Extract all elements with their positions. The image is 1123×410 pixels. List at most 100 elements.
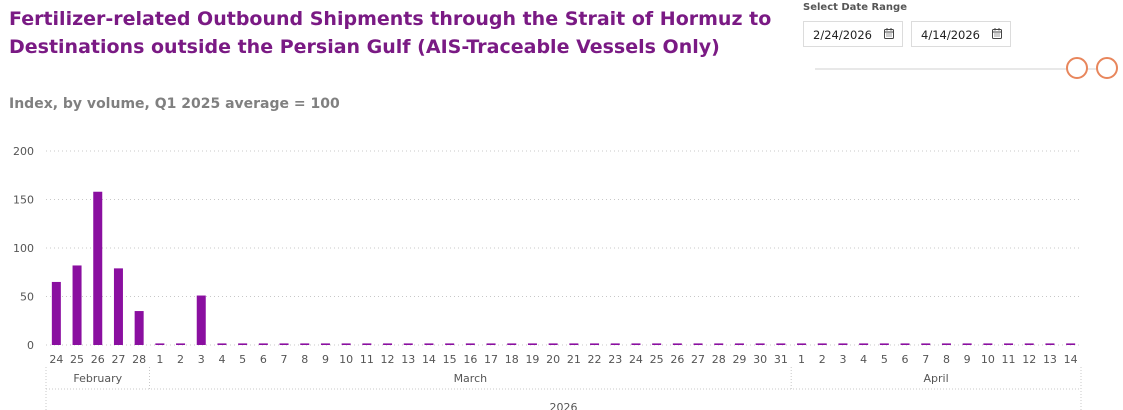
bar [258, 343, 268, 345]
x-tick-label: 12 [1022, 353, 1036, 366]
slider-end-handle[interactable] [1096, 57, 1118, 79]
bar [962, 343, 972, 345]
x-tick-label: 31 [774, 353, 788, 366]
x-tick-label: 13 [401, 353, 415, 366]
x-tick-label: 15 [443, 353, 457, 366]
bar [279, 343, 289, 345]
x-tick-label: 22 [588, 353, 602, 366]
bar [424, 343, 434, 345]
x-tick-label: 9 [964, 353, 971, 366]
x-tick-label: 18 [505, 353, 519, 366]
x-tick-label: 25 [650, 353, 664, 366]
start-date-input[interactable]: 2/24/2026 [803, 21, 903, 47]
bar [341, 343, 351, 345]
x-tick-label: 27 [111, 353, 125, 366]
x-tick-label: 23 [608, 353, 622, 366]
bar [486, 343, 496, 345]
bar [362, 343, 372, 345]
bar [838, 343, 848, 345]
x-tick-label: 14 [1064, 353, 1078, 366]
x-tick-label: 11 [360, 353, 374, 366]
x-tick-label: 5 [881, 353, 888, 366]
x-tick-label: 1 [156, 353, 163, 366]
x-tick-label: 7 [922, 353, 929, 366]
bar [1004, 343, 1014, 345]
bar [672, 343, 682, 345]
year-label: 2026 [550, 401, 578, 410]
x-tick-label: 19 [525, 353, 539, 366]
x-tick-label: 4 [860, 353, 867, 366]
bar [797, 343, 807, 345]
month-label: April [924, 372, 949, 385]
x-tick-label: 28 [132, 353, 146, 366]
x-tick-label: 1 [798, 353, 805, 366]
slider-start-handle[interactable] [1066, 57, 1088, 79]
end-date-input[interactable]: 4/14/2026 [911, 21, 1011, 47]
x-tick-label: 7 [281, 353, 288, 366]
x-tick-label: 9 [322, 353, 329, 366]
bar [1066, 343, 1076, 345]
bar [817, 343, 827, 345]
bar [652, 343, 662, 345]
y-tick-label: 0 [27, 339, 34, 352]
end-date-value: 4/14/2026 [921, 28, 980, 42]
date-range-label: Select Date Range [803, 2, 907, 13]
bar [921, 343, 931, 345]
bar [320, 343, 330, 345]
bar [507, 343, 517, 345]
x-tick-label: 20 [546, 353, 560, 366]
bar [238, 343, 248, 345]
x-tick-label: 3 [839, 353, 846, 366]
month-label: February [73, 372, 122, 385]
bar [755, 343, 765, 345]
bar [631, 343, 641, 345]
bar [879, 343, 889, 345]
x-tick-label: 10 [981, 353, 995, 366]
bar [610, 343, 620, 345]
bar [51, 281, 61, 345]
date-range-slider-track[interactable] [815, 68, 1105, 70]
bar [465, 343, 475, 345]
bar [693, 343, 703, 345]
y-tick-label: 50 [20, 291, 34, 304]
x-tick-label: 17 [484, 353, 498, 366]
x-tick-label: 21 [567, 353, 581, 366]
x-tick-label: 2 [177, 353, 184, 366]
x-tick-label: 27 [691, 353, 705, 366]
bar [1024, 343, 1034, 345]
x-tick-label: 6 [902, 353, 909, 366]
chart-subtitle: Index, by volume, Q1 2025 average = 100 [9, 96, 340, 112]
x-tick-label: 13 [1043, 353, 1057, 366]
bar [983, 343, 993, 345]
x-tick-label: 24 [629, 353, 643, 366]
bar [93, 191, 103, 345]
x-tick-label: 26 [670, 353, 684, 366]
bar [403, 343, 413, 345]
x-tick-label: 5 [239, 353, 246, 366]
bar [196, 295, 206, 345]
x-tick-label: 30 [753, 353, 767, 366]
bar [217, 343, 227, 345]
x-tick-label: 4 [218, 353, 225, 366]
x-tick-label: 8 [301, 353, 308, 366]
bar [155, 343, 165, 345]
x-tick-label: 26 [91, 353, 105, 366]
bar [527, 343, 537, 345]
x-tick-label: 6 [260, 353, 267, 366]
calendar-icon[interactable] [992, 28, 1002, 42]
y-tick-label: 100 [13, 242, 34, 255]
bar [134, 311, 144, 345]
x-tick-label: 3 [198, 353, 205, 366]
bar [776, 343, 786, 345]
x-tick-label: 25 [70, 353, 84, 366]
bar [300, 343, 310, 345]
bar [941, 343, 951, 345]
bar [445, 343, 455, 345]
calendar-icon[interactable] [884, 28, 894, 42]
bar [176, 343, 186, 345]
x-tick-label: 12 [381, 353, 395, 366]
bar [569, 343, 579, 345]
bar [383, 343, 393, 345]
bar [548, 343, 558, 345]
